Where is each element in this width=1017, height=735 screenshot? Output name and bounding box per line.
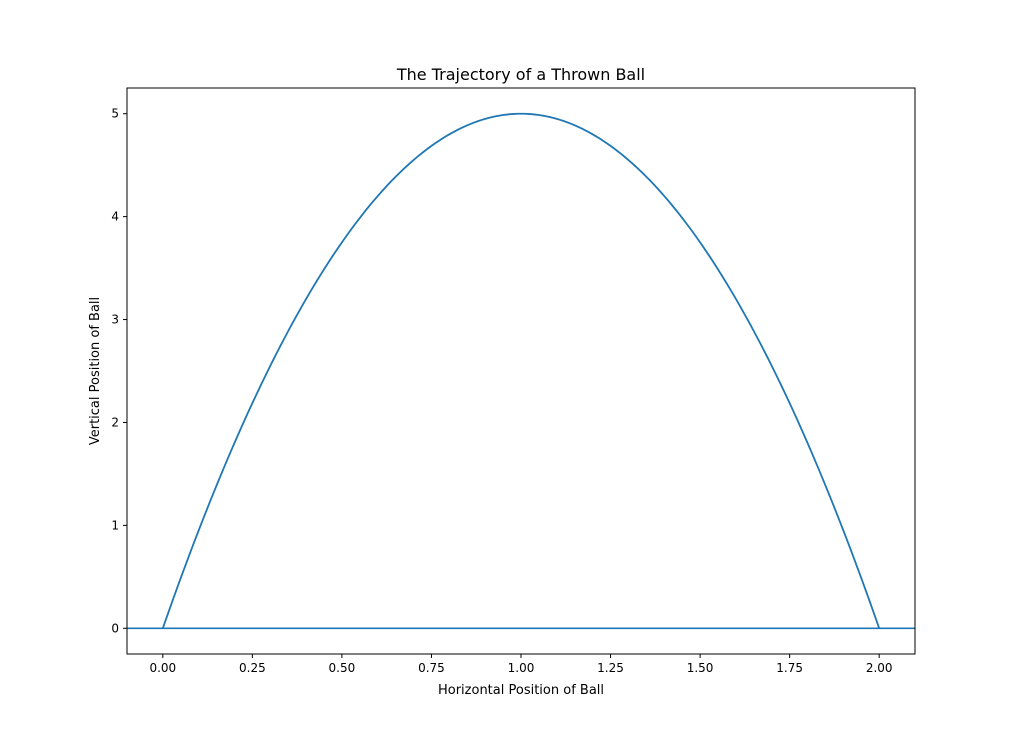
axes-frame	[126, 87, 916, 655]
y-tick-label: 0	[111, 621, 119, 635]
plot-area	[127, 112, 915, 630]
y-tick-label: 2	[111, 415, 119, 429]
y-axis-ticks: 0 1 2 3 4 5	[111, 107, 127, 635]
x-axis-label: Horizontal Position of Ball	[438, 683, 604, 698]
x-tick-label: 0.50	[329, 661, 356, 675]
x-tick-label: 1.50	[687, 661, 714, 675]
chart-title: The Trajectory of a Thrown Ball	[396, 65, 645, 84]
x-tick-label: 0.00	[149, 661, 176, 675]
x-tick-label: 1.75	[776, 661, 803, 675]
x-tick-label: 0.75	[418, 661, 445, 675]
x-tick-label: 1.00	[508, 661, 535, 675]
y-axis-label: Vertical Position of Ball	[88, 297, 103, 445]
y-tick-label: 1	[111, 518, 119, 532]
x-axis-ticks: 0.00 0.25 0.50 0.75 1.00 1.25 1.50 1.75 2.00	[149, 654, 893, 675]
y-tick-label: 3	[111, 313, 119, 327]
y-tick-label: 5	[111, 107, 119, 121]
x-tick-label: 0.25	[239, 661, 266, 675]
y-tick-label: 4	[111, 210, 119, 224]
x-tick-label: 1.25	[597, 661, 624, 675]
x-tick-label: 2.00	[866, 661, 893, 675]
trajectory-line	[161, 112, 881, 629]
